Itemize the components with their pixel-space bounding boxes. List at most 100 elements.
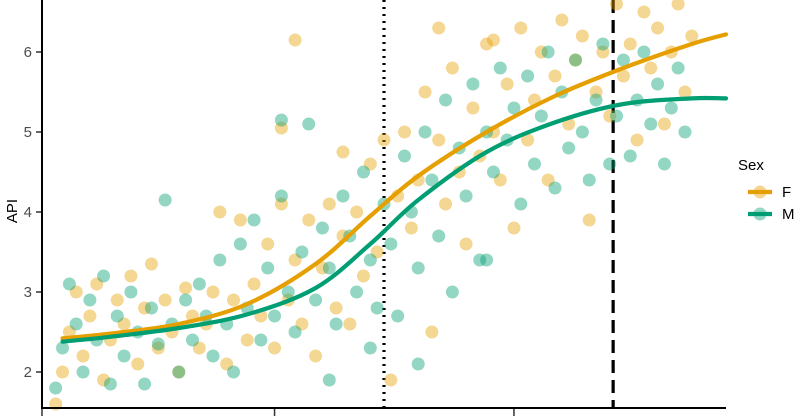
data-point-M <box>480 253 494 267</box>
data-point-M <box>575 125 589 139</box>
data-point-M <box>521 69 535 83</box>
data-point-M <box>329 317 343 331</box>
data-point-M <box>548 181 562 195</box>
data-point-M <box>103 377 117 391</box>
data-point-F <box>343 317 357 331</box>
data-point-M <box>582 173 596 187</box>
y-tick-label: 2 <box>24 364 32 381</box>
data-point-M <box>179 293 193 307</box>
data-point-M <box>295 245 309 259</box>
data-point-M <box>322 261 336 275</box>
data-point-F <box>356 269 370 283</box>
data-point-F <box>274 121 288 135</box>
data-point-F <box>377 133 391 147</box>
data-point-F <box>240 333 254 347</box>
data-point-M <box>384 237 398 251</box>
data-point-M <box>76 365 90 379</box>
data-point-M <box>466 77 480 91</box>
data-point-F <box>124 269 138 283</box>
data-point-M <box>589 93 603 107</box>
data-point-F <box>90 277 104 291</box>
y-tick-label: 3 <box>24 284 32 301</box>
data-point-F <box>213 205 227 219</box>
data-point-F <box>69 285 83 299</box>
data-point-F <box>637 5 651 19</box>
data-point-F <box>575 29 589 43</box>
data-point-F <box>83 309 97 323</box>
data-point-F <box>657 117 671 131</box>
data-point-F <box>56 365 70 379</box>
data-point-F <box>309 349 323 363</box>
data-point-F <box>534 45 548 59</box>
data-point-M <box>411 357 425 371</box>
data-point-F <box>179 281 193 295</box>
data-point-F <box>466 101 480 115</box>
data-point-F <box>302 213 316 227</box>
data-point-M <box>185 333 199 347</box>
data-point-M <box>445 285 459 299</box>
y-axis-title: API <box>4 199 21 223</box>
legend-entries: FM <box>748 184 795 223</box>
data-point-F <box>151 341 165 355</box>
data-point-M <box>309 293 323 307</box>
data-point-M <box>69 317 83 331</box>
data-point-F <box>220 357 234 371</box>
data-point-F <box>268 341 282 355</box>
data-point-M <box>391 309 405 323</box>
data-point-F <box>596 45 610 59</box>
data-point-F <box>144 257 158 271</box>
data-point-F <box>233 213 247 227</box>
data-point-F <box>678 85 692 99</box>
data-point-M <box>356 165 370 179</box>
data-point-M <box>56 341 70 355</box>
data-point-F <box>589 85 603 99</box>
data-point-F <box>315 261 329 275</box>
legend-label: M <box>782 206 795 223</box>
data-point-M <box>398 149 412 163</box>
data-point-F <box>432 133 446 147</box>
data-point-M <box>268 309 282 323</box>
data-point-M <box>486 165 500 179</box>
data-point-F <box>172 365 186 379</box>
data-point-F <box>76 349 90 363</box>
data-point-M <box>274 189 288 203</box>
data-point-F <box>555 13 569 27</box>
y-tick-label: 5 <box>24 124 32 141</box>
data-point-M <box>274 113 288 127</box>
data-point-M <box>144 301 158 315</box>
legend-key-point <box>753 185 767 199</box>
data-point-F <box>521 133 535 147</box>
data-point-F <box>459 237 473 251</box>
y-tick-label: 4 <box>24 204 32 221</box>
data-point-M <box>363 341 377 355</box>
data-point-F <box>329 301 343 315</box>
data-point-F <box>514 21 528 35</box>
data-point-F <box>685 29 699 43</box>
x-axis-ticks <box>41 408 515 416</box>
data-point-F <box>507 221 521 235</box>
data-point-M <box>562 141 576 155</box>
data-point-M <box>110 309 124 323</box>
data-point-F <box>261 237 275 251</box>
data-point-M <box>657 157 671 171</box>
data-point-F <box>384 373 398 387</box>
data-point-F <box>158 293 172 307</box>
data-point-M <box>439 93 453 107</box>
data-point-M <box>363 253 377 267</box>
data-point-M <box>151 337 165 351</box>
data-point-M <box>254 333 268 347</box>
data-point-F <box>432 21 446 35</box>
data-point-F <box>110 293 124 307</box>
data-point-M <box>97 269 111 283</box>
data-point-F <box>206 285 220 299</box>
data-point-F <box>439 197 453 211</box>
data-point-F <box>322 197 336 211</box>
data-point-F <box>480 37 494 51</box>
data-point-M <box>124 285 138 299</box>
data-point-F <box>336 145 350 159</box>
data-point-M <box>514 197 528 211</box>
data-point-F <box>569 53 583 67</box>
trend-lines <box>60 32 729 344</box>
data-point-F <box>644 61 658 75</box>
